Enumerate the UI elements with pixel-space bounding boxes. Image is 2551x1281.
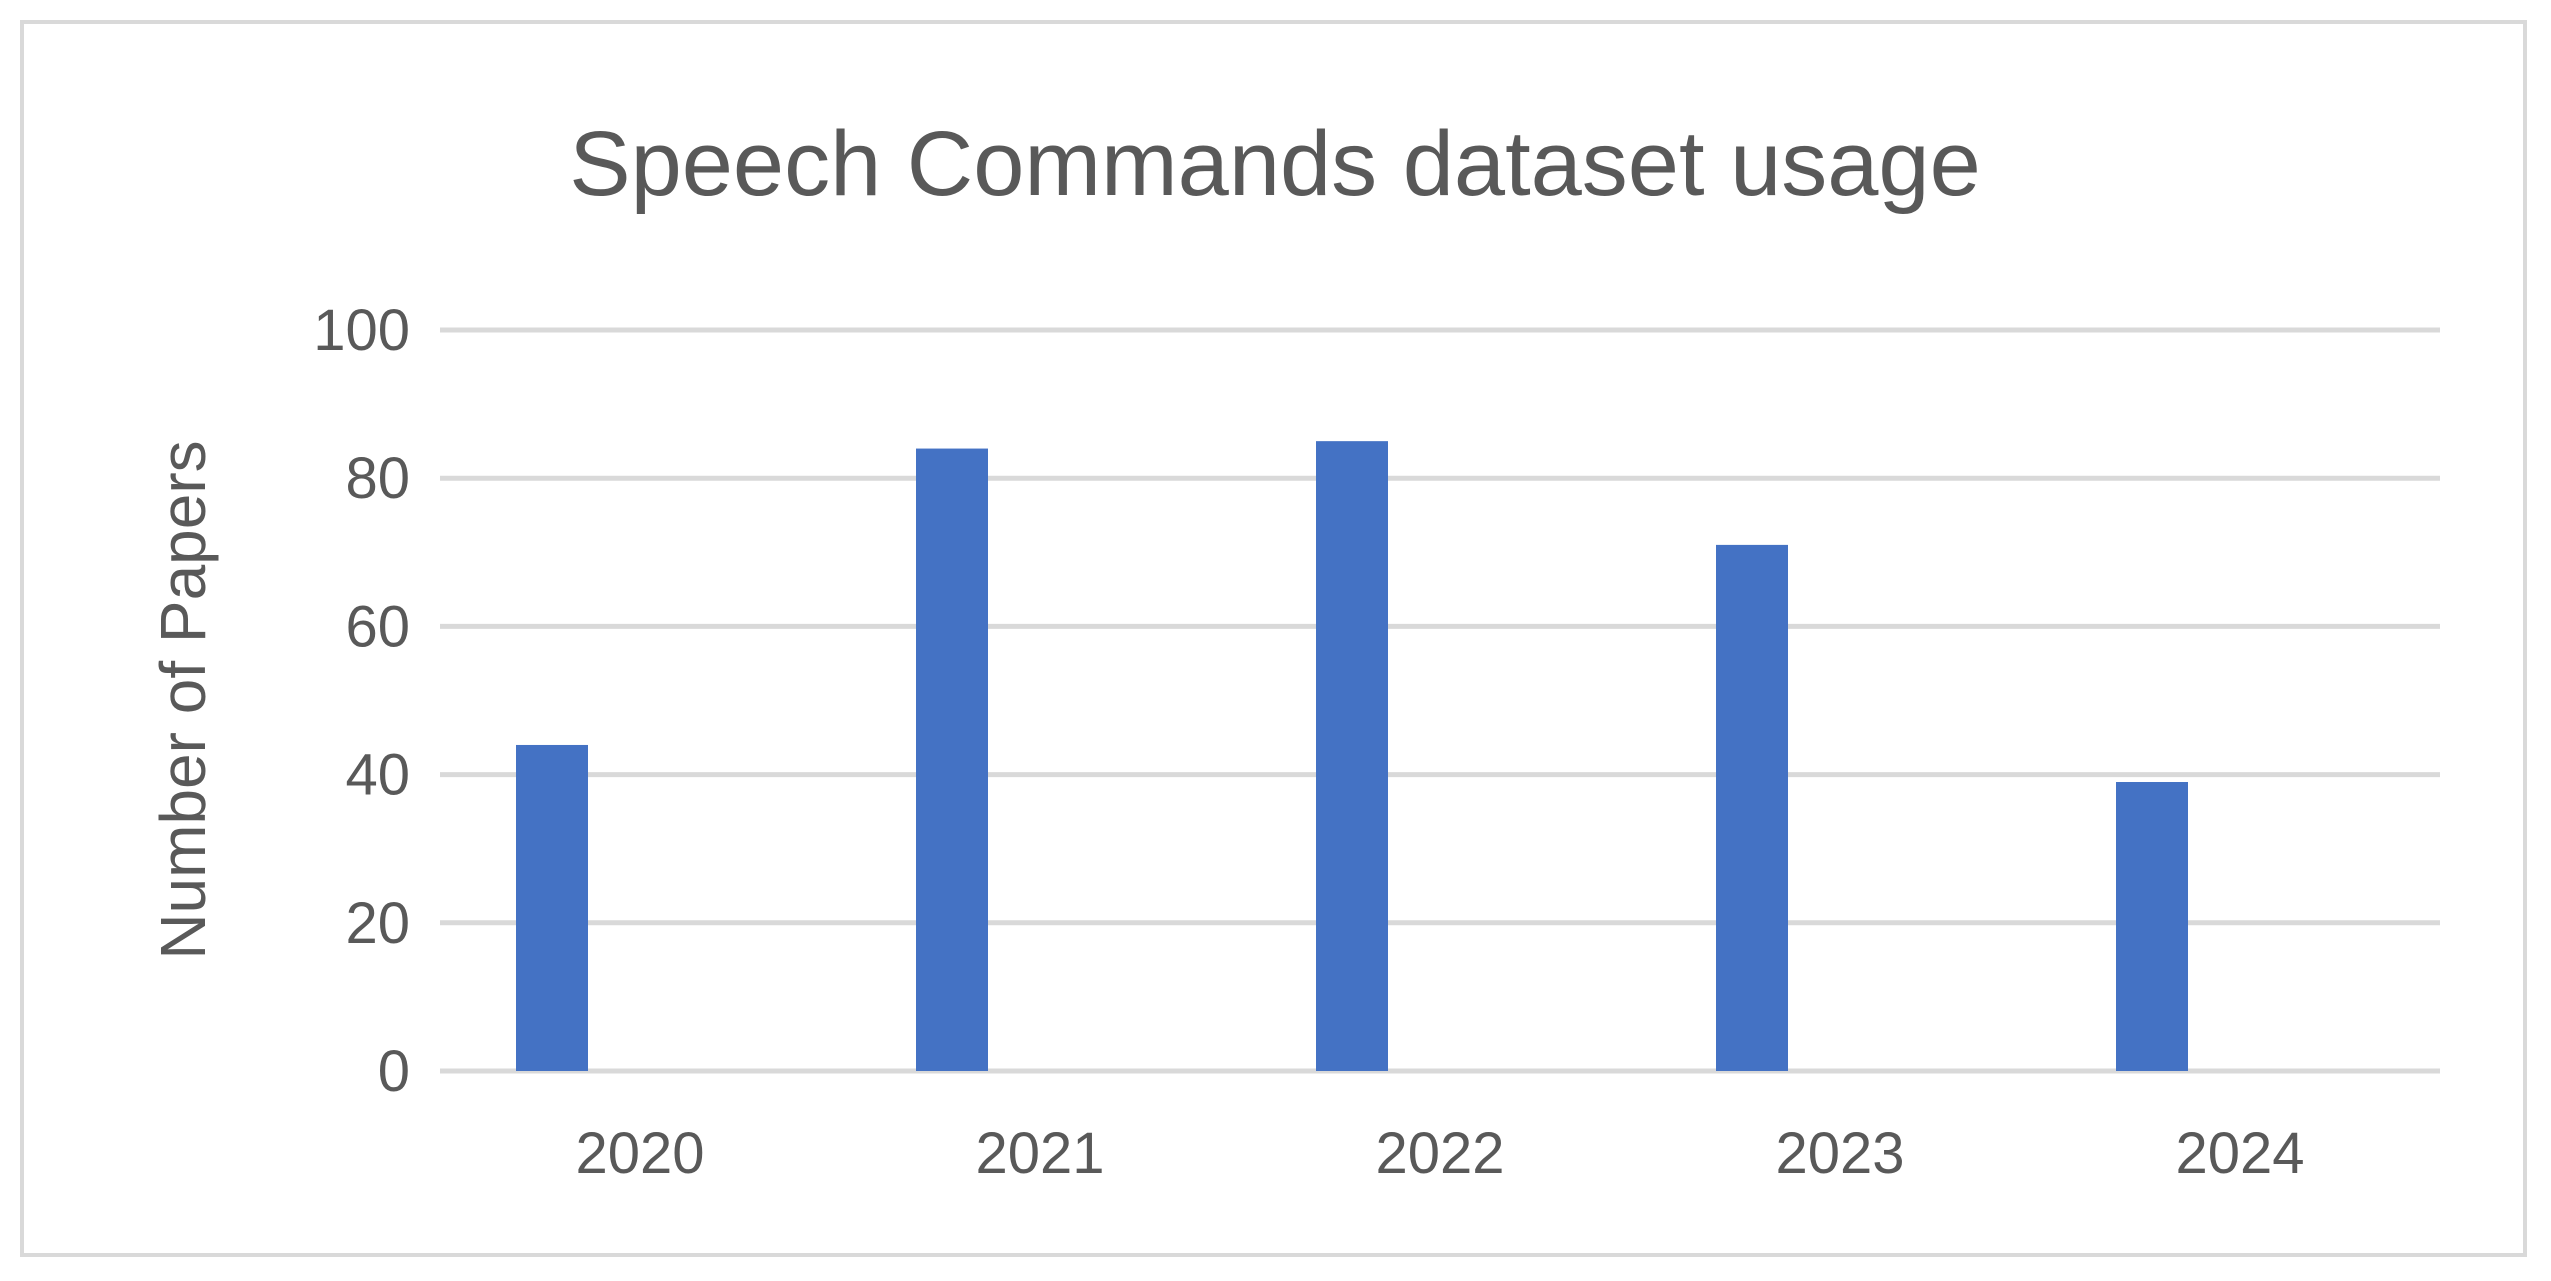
y-axis-title: Number of Papers (147, 440, 219, 959)
bars (516, 441, 2188, 1071)
bar-2022 (1316, 441, 1388, 1071)
bar-2020 (516, 744, 588, 1071)
y-tick-label: 60 (345, 594, 410, 659)
x-tick-label: 2021 (975, 1121, 1104, 1186)
x-tick-label: 2020 (575, 1121, 704, 1186)
y-tick-label: 80 (345, 446, 410, 511)
y-tick-labels: 0 20 40 60 80 100 (313, 298, 410, 1104)
bar-2021 (916, 448, 988, 1071)
y-tick-label: 100 (313, 298, 410, 363)
y-tick-label: 40 (345, 743, 410, 808)
y-tick-label: 20 (345, 891, 410, 956)
x-tick-label: 2023 (1775, 1121, 1904, 1186)
x-tick-label: 2022 (1375, 1121, 1504, 1186)
chart-title: Speech Commands dataset usage (569, 113, 1981, 215)
chart-frame (20, 20, 2527, 1257)
x-tick-labels: 2020 2021 2022 2023 2024 (575, 1121, 2304, 1186)
x-tick-label: 2024 (2175, 1121, 2304, 1186)
bar-2023 (1716, 544, 1788, 1071)
y-tick-label: 0 (378, 1039, 410, 1104)
gridlines (440, 327, 2440, 1074)
bar-2024 (2116, 782, 2188, 1071)
